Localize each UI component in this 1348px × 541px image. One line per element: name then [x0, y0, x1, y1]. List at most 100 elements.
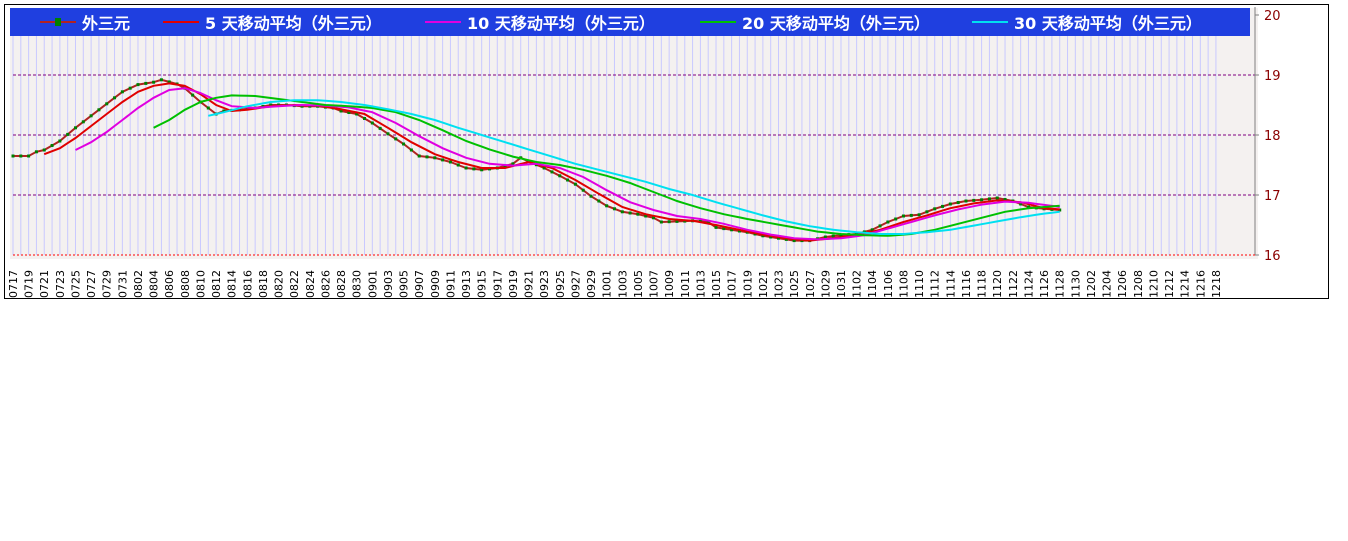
series-point [81, 120, 85, 124]
series-point [1026, 205, 1030, 209]
x-tick-label: 0913 [460, 270, 473, 298]
series-point [542, 166, 546, 170]
series-point [667, 220, 671, 224]
x-tick-label: 0731 [116, 270, 129, 298]
series-point [1019, 202, 1023, 206]
x-tick-label: 0925 [554, 270, 567, 298]
x-tick-label: 0903 [382, 270, 395, 298]
x-tick-label: 1202 [1085, 270, 1098, 298]
legend-label-1: 5 天移动平均（外三元） [205, 14, 382, 33]
x-tick-label: 1029 [819, 270, 832, 298]
series-point [675, 219, 679, 223]
series-point [956, 201, 960, 204]
x-tick-label: 0927 [569, 270, 582, 298]
x-tick-label: 1124 [1022, 270, 1035, 298]
x-tick-label: 1009 [663, 270, 676, 298]
x-tick-label: 1114 [944, 270, 957, 298]
series-point [355, 112, 359, 116]
series-point [386, 132, 390, 136]
series-point [597, 199, 601, 203]
x-tick-label: 0808 [179, 270, 192, 298]
series-point [636, 212, 640, 216]
series-point [50, 144, 54, 147]
series-point [402, 142, 406, 146]
series-point [66, 132, 70, 136]
x-tick-label: 1031 [835, 270, 848, 298]
x-tick-label: 1017 [726, 270, 739, 298]
chart-frame: 16 17 18 19 20 0717 0719 0721 0723 0725 0727 0729 07… [4, 4, 1329, 299]
legend-item-series-1: 5 天移动平均（外三元） [163, 11, 382, 33]
series-point [409, 148, 413, 152]
series-point [972, 198, 976, 202]
legend-label-0: 外三元 [82, 14, 131, 33]
series-point [581, 188, 585, 192]
series-point [472, 167, 476, 171]
x-tick-label: 0915 [476, 270, 489, 298]
series-point [870, 228, 874, 232]
series-point [347, 111, 351, 114]
x-tick-label: 0907 [413, 270, 426, 298]
series-point [987, 197, 991, 201]
series-point [777, 236, 781, 240]
x-tick-label: 0812 [210, 270, 223, 298]
x-tick-label: 1021 [757, 270, 770, 298]
series-point [167, 80, 171, 84]
legend-swatch-4 [972, 21, 1008, 23]
series-point [894, 217, 898, 221]
series-point [761, 234, 765, 238]
series-point [628, 211, 632, 215]
y-tick-label: 20 [1264, 9, 1281, 24]
series-point [925, 210, 929, 214]
series-point [42, 148, 46, 152]
legend-label-4: 30 天移动平均（外三元） [1014, 14, 1202, 33]
series-point [652, 216, 656, 220]
x-tick-label: 1025 [788, 270, 801, 298]
series-point [839, 233, 843, 237]
series-point [769, 235, 773, 239]
legend-item-series-0: 外三元 [40, 11, 130, 33]
series-point [909, 213, 913, 217]
series-point [941, 204, 945, 208]
x-tick-label: 1108 [897, 270, 910, 298]
legend-label-2: 10 天移动平均（外三元） [467, 14, 655, 33]
series-point [901, 214, 905, 218]
x-tick-label: 1015 [710, 270, 723, 298]
legend-swatch-0 [40, 18, 76, 26]
x-tick-label: 1214 [1179, 270, 1192, 298]
x-tick-label: 1005 [632, 270, 645, 298]
x-tick-label: 0830 [351, 270, 364, 298]
x-tick-label: 0824 [304, 270, 317, 298]
x-tick-label: 0721 [38, 270, 51, 298]
x-tick-label: 1023 [773, 270, 786, 298]
x-tick-label: 0921 [523, 270, 536, 298]
series-point [886, 220, 890, 224]
series-point [120, 90, 124, 94]
series-point [933, 207, 937, 211]
series-point [19, 154, 23, 158]
x-tick-label: 1011 [679, 270, 692, 298]
series-point [917, 213, 921, 217]
series-point [464, 166, 468, 170]
x-tick-label: 0814 [226, 270, 239, 298]
series-point [433, 156, 437, 160]
series-point [191, 93, 195, 97]
legend-label-3: 20 天移动平均（外三元） [742, 14, 930, 33]
x-tick-label: 1102 [851, 270, 864, 298]
x-tick-label: 0719 [23, 270, 36, 298]
series-point [27, 154, 31, 158]
series-point [792, 239, 796, 243]
series-point [113, 96, 117, 100]
x-tick-label: 0806 [163, 270, 176, 298]
x-tick-label: 1204 [1101, 270, 1114, 298]
y-tick-label: 19 [1264, 69, 1281, 84]
series-point [105, 102, 109, 106]
x-tick-label: 1206 [1116, 270, 1129, 298]
series-point [394, 137, 398, 141]
series-point [558, 174, 562, 178]
x-tick-label: 0725 [69, 270, 82, 298]
series-point [1058, 208, 1062, 212]
x-tick-label: 0822 [288, 270, 301, 298]
series-point [269, 103, 273, 107]
x-tick-label: 0802 [132, 270, 145, 298]
series-point [339, 109, 343, 113]
